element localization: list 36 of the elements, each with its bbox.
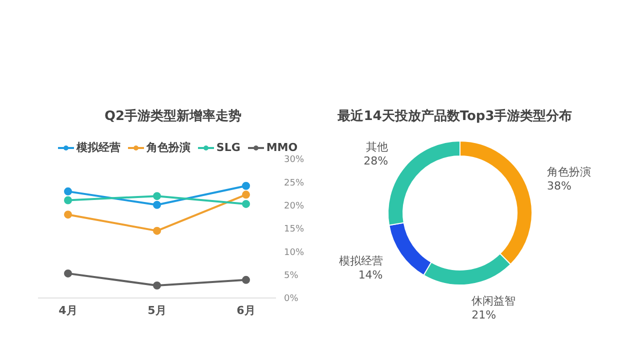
chart-title: Q2手游类型新增率走势 bbox=[103, 108, 243, 126]
point bbox=[242, 276, 250, 284]
data-label: 21% bbox=[472, 308, 496, 322]
y-tick-label: 10% bbox=[284, 248, 304, 258]
y-tick-label: 25% bbox=[284, 178, 304, 188]
y-tick-label: 5% bbox=[284, 271, 299, 282]
y-tick-label: 0% bbox=[284, 294, 299, 304]
slice-label: 休闲益智 bbox=[472, 294, 516, 308]
point bbox=[242, 190, 250, 199]
chart-title: 最近14天投放产品数Top3手游类型分布 bbox=[336, 108, 574, 126]
point bbox=[153, 192, 161, 200]
x-tick-label: 6月 bbox=[236, 304, 256, 317]
legend-label: SLG bbox=[216, 141, 240, 154]
point bbox=[153, 226, 161, 235]
x-tick-label: 4月 bbox=[58, 304, 78, 317]
point bbox=[242, 200, 250, 208]
y-tick-label: 20% bbox=[284, 202, 304, 212]
point bbox=[64, 187, 72, 196]
point bbox=[153, 200, 161, 209]
legend-label: 角色扮演 bbox=[146, 140, 190, 155]
point bbox=[242, 182, 250, 190]
point bbox=[153, 281, 161, 290]
data-label: 14% bbox=[358, 268, 383, 282]
point bbox=[64, 210, 72, 219]
y-tick-label: 30% bbox=[284, 155, 304, 166]
data-label: 28% bbox=[364, 154, 388, 168]
y-tick-label: 15% bbox=[284, 224, 304, 235]
data-label: 38% bbox=[546, 179, 572, 192]
point bbox=[64, 269, 72, 278]
legend-label: 模拟经营 bbox=[76, 140, 120, 155]
slice-label: 角色扮演 bbox=[546, 165, 591, 178]
point bbox=[64, 196, 72, 204]
slice-label: 模拟经营 bbox=[338, 254, 383, 268]
legend-label: MMO bbox=[266, 141, 298, 154]
slice-label: 其他 bbox=[366, 140, 388, 154]
x-tick-label: 5月 bbox=[148, 304, 166, 317]
